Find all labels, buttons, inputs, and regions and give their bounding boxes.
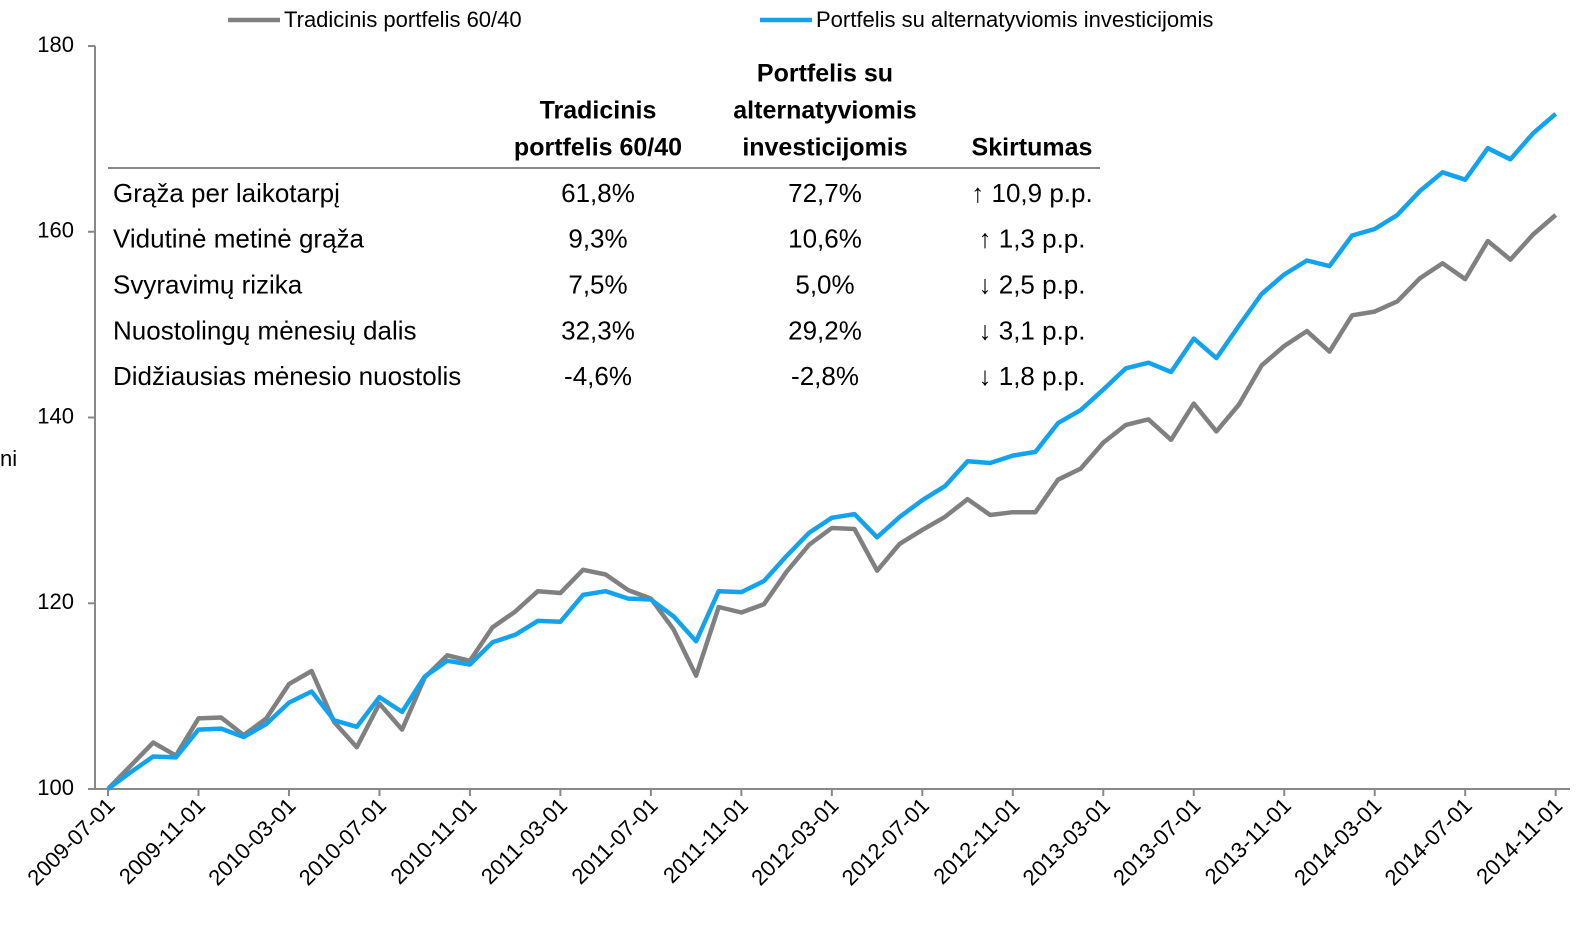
row-label: Svyravimų rizika (113, 269, 303, 299)
x-tick-label: 2012-03-01 (746, 793, 843, 890)
table-cell: 61,8% (561, 178, 635, 208)
table-cell: ↓ 2,5 p.p. (979, 269, 1086, 299)
y-tick-label: 160 (37, 218, 74, 243)
table-header: portfelis 60/40 (514, 134, 682, 162)
x-tick-label: 2009-07-01 (22, 793, 119, 890)
y-axis-label: ni (0, 446, 17, 471)
x-tick-label: 2011-07-01 (566, 793, 662, 889)
table-cell: -4,6% (564, 361, 632, 391)
table-cell: ↑ 10,9 p.p. (971, 178, 1092, 208)
x-tick-label: 2012-07-01 (837, 793, 934, 890)
x-tick-label: 2011-03-01 (476, 793, 572, 889)
table-header: Skirtumas (972, 134, 1093, 162)
table-cell: 29,2% (788, 315, 862, 345)
y-tick-label: 140 (37, 403, 74, 428)
x-tick-label: 2013-07-01 (1108, 793, 1205, 890)
x-tick-label: 2014-07-01 (1380, 793, 1477, 890)
series-line (106, 112, 1558, 791)
legend-label: Portfelis su alternatyviomis investicijo… (816, 7, 1213, 32)
table-cell: 9,3% (568, 224, 627, 254)
table-header: alternatyviomis (733, 97, 916, 125)
table-cell: 7,5% (568, 269, 627, 299)
legend-label: Tradicinis portfelis 60/40 (284, 7, 522, 32)
table-cell: 32,3% (561, 315, 635, 345)
x-tick-label: 2014-03-01 (1289, 793, 1386, 890)
row-label: Didžiausias mėnesio nuostolis (113, 361, 461, 391)
table-header: investicijomis (742, 134, 907, 162)
row-label: Grąža per laikotarpį (113, 178, 340, 208)
row-label: Nuostolingų mėnesių dalis (113, 315, 417, 345)
table-cell: -2,8% (791, 361, 859, 391)
x-tick-label: 2014-11-01 (1471, 793, 1567, 889)
table-cell: ↓ 3,1 p.p. (979, 315, 1086, 345)
x-tick-label: 2013-03-01 (1018, 793, 1115, 890)
table-cell: ↓ 1,8 p.p. (979, 361, 1086, 391)
row-label: Vidutinė metinė grąža (113, 224, 365, 254)
series-line (106, 213, 1558, 791)
y-tick-label: 180 (37, 32, 74, 57)
x-tick-label: 2010-07-01 (294, 793, 391, 890)
x-tick-label: 2013-11-01 (1200, 793, 1296, 889)
x-tick-label: 2010-03-01 (203, 793, 300, 890)
y-tick-label: 100 (37, 775, 74, 800)
table-cell: 72,7% (788, 178, 862, 208)
table-cell: 5,0% (795, 269, 854, 299)
y-tick-label: 120 (37, 589, 74, 614)
table-cell: 10,6% (788, 224, 862, 254)
table-header: Portfelis su (757, 60, 893, 88)
x-tick-label: 2011-11-01 (658, 793, 753, 888)
table-cell: ↑ 1,3 p.p. (979, 224, 1086, 254)
table-header: Tradicinis (540, 97, 657, 125)
x-tick-label: 2009-11-01 (114, 793, 210, 889)
x-tick-label: 2012-11-01 (928, 793, 1024, 889)
x-tick-label: 2010-11-01 (385, 793, 481, 889)
